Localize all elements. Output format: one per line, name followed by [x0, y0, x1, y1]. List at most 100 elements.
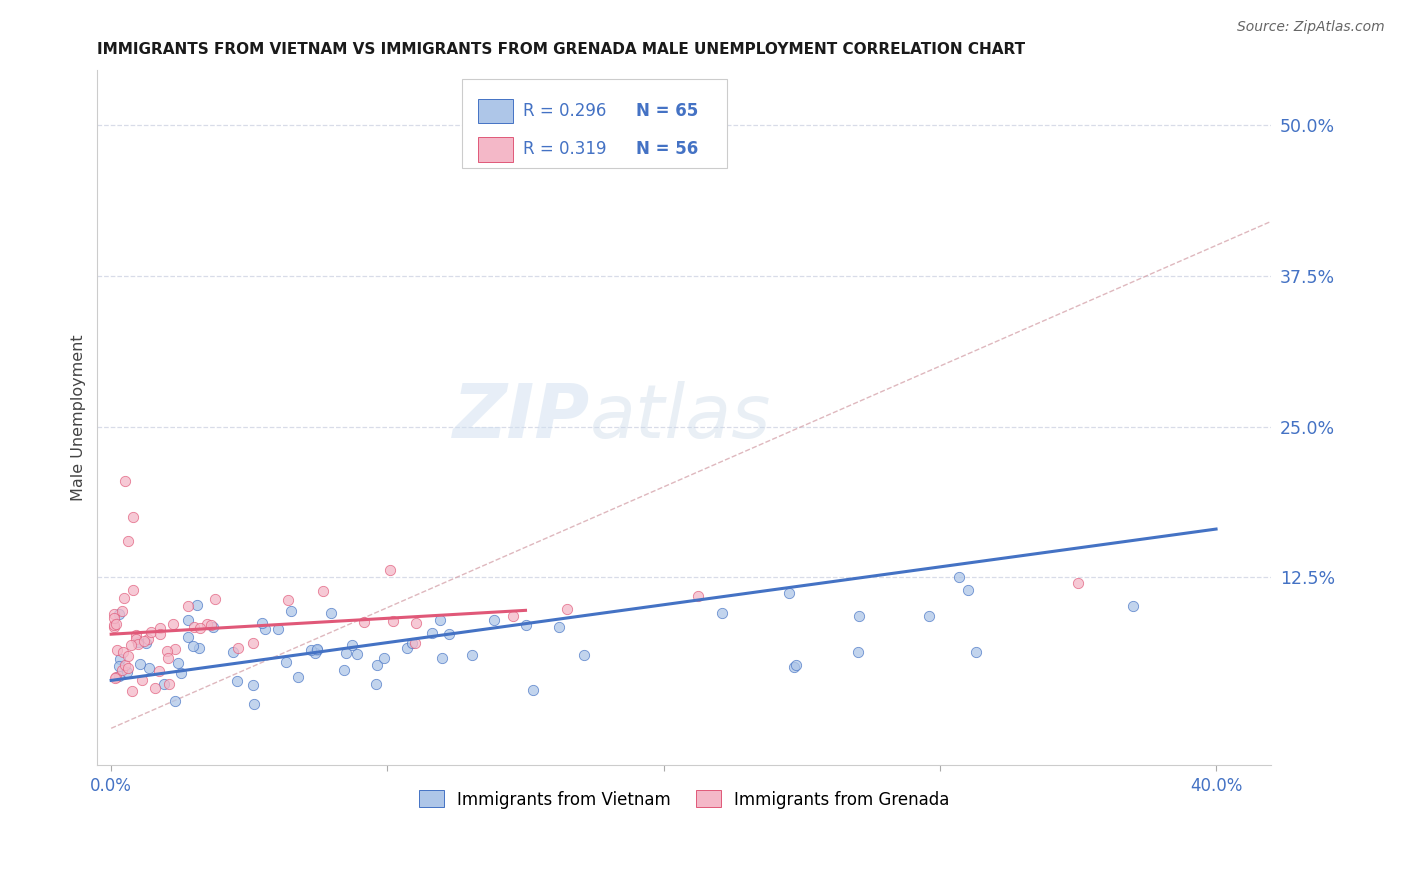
Point	[108, 652, 131, 666]
Point	[404, 636, 426, 650]
Point	[103, 611, 125, 625]
Point	[346, 647, 368, 661]
Point	[111, 663, 134, 677]
Text: R = 0.319: R = 0.319	[523, 140, 607, 159]
Point	[195, 617, 218, 632]
Point	[333, 663, 356, 677]
Point	[103, 607, 125, 621]
Point	[319, 607, 342, 621]
Point	[105, 670, 128, 684]
Point	[124, 632, 146, 646]
Point	[200, 618, 222, 632]
Point	[429, 613, 451, 627]
Point	[186, 598, 208, 612]
Point	[710, 606, 733, 620]
Point	[948, 569, 970, 583]
Point	[141, 625, 163, 640]
Point	[136, 632, 159, 647]
Text: R = 0.296: R = 0.296	[523, 102, 607, 120]
Point	[138, 661, 160, 675]
Point	[163, 694, 186, 708]
Point	[373, 651, 395, 665]
Point	[204, 592, 226, 607]
Point	[515, 618, 537, 632]
Point	[686, 589, 709, 603]
Point	[243, 697, 266, 711]
Point	[287, 670, 309, 684]
Point	[311, 583, 333, 598]
Point	[572, 648, 595, 662]
Point	[226, 641, 249, 656]
Bar	[478, 99, 513, 123]
Point	[177, 599, 200, 613]
Point	[461, 648, 484, 662]
Point	[132, 633, 155, 648]
Point	[366, 658, 388, 673]
Legend: Immigrants from Vietnam, Immigrants from Grenada: Immigrants from Vietnam, Immigrants from…	[412, 784, 956, 815]
Text: N = 56: N = 56	[636, 140, 699, 159]
Point	[1121, 599, 1143, 614]
Point	[148, 627, 170, 641]
Point	[163, 642, 186, 657]
Point	[166, 657, 188, 671]
Point	[188, 621, 211, 635]
Bar	[478, 137, 513, 161]
Point	[378, 563, 401, 577]
Point	[783, 659, 806, 673]
Point	[188, 641, 211, 656]
Point	[785, 657, 807, 672]
Point	[405, 615, 427, 630]
Point	[381, 614, 404, 628]
Point	[305, 642, 328, 657]
Point	[108, 607, 131, 621]
Point	[548, 620, 571, 634]
Point	[117, 649, 139, 664]
Point	[121, 684, 143, 698]
Point	[162, 617, 184, 632]
Point	[117, 534, 139, 549]
Point	[242, 636, 264, 650]
Point	[335, 646, 357, 660]
Point	[222, 645, 245, 659]
Text: Source: ZipAtlas.com: Source: ZipAtlas.com	[1237, 20, 1385, 34]
Point	[157, 650, 180, 665]
Point	[129, 657, 152, 672]
Point	[280, 604, 302, 618]
Point	[201, 620, 224, 634]
Point	[181, 639, 204, 653]
Point	[104, 617, 127, 632]
Point	[965, 645, 987, 659]
Point	[778, 585, 800, 599]
Point	[522, 682, 544, 697]
Point	[307, 643, 329, 657]
Point	[170, 665, 193, 680]
Point	[120, 638, 142, 652]
Point	[105, 643, 128, 657]
Point	[401, 636, 423, 650]
Point	[846, 645, 869, 659]
Point	[108, 659, 131, 673]
Point	[149, 622, 172, 636]
Point	[131, 673, 153, 687]
Point	[242, 677, 264, 691]
Text: IMMIGRANTS FROM VIETNAM VS IMMIGRANTS FROM GRENADA MALE UNEMPLOYMENT CORRELATION: IMMIGRANTS FROM VIETNAM VS IMMIGRANTS FR…	[97, 42, 1025, 57]
Point	[395, 640, 418, 655]
Point	[157, 676, 180, 690]
Y-axis label: Male Unemployment: Male Unemployment	[72, 334, 86, 500]
Point	[112, 591, 135, 606]
FancyBboxPatch shape	[463, 78, 727, 168]
Point	[177, 613, 200, 627]
Text: atlas: atlas	[591, 382, 772, 453]
Point	[114, 657, 136, 672]
Point	[422, 626, 444, 640]
Point	[156, 644, 179, 658]
Point	[153, 676, 176, 690]
Point	[111, 604, 134, 618]
Point	[342, 638, 364, 652]
Text: N = 65: N = 65	[636, 102, 699, 120]
Point	[103, 620, 125, 634]
Point	[1067, 576, 1090, 591]
Point	[848, 608, 870, 623]
Point	[148, 664, 170, 678]
Point	[127, 635, 149, 649]
